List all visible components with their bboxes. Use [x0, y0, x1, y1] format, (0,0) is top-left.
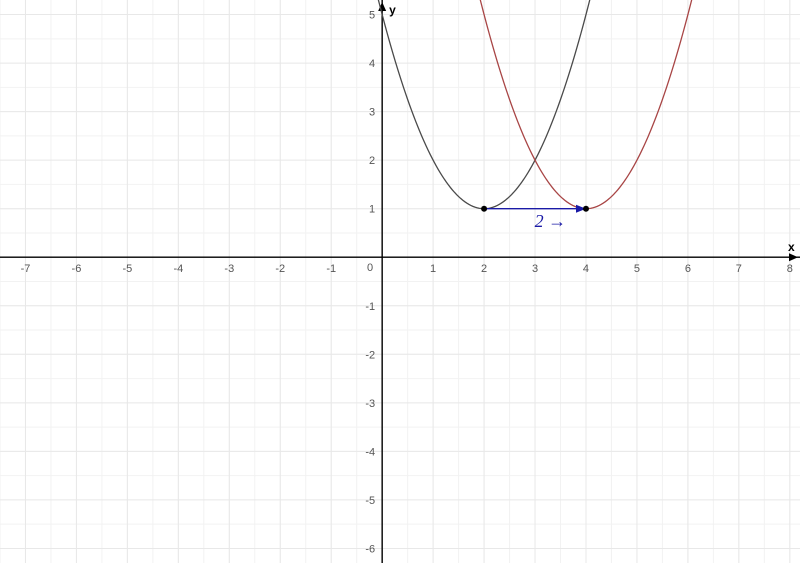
tick-label: -4 — [365, 446, 375, 458]
tick-label: -2 — [365, 349, 375, 361]
tick-label: 8 — [787, 263, 793, 275]
tick-label: 2 — [369, 155, 375, 167]
tick-label: 3 — [369, 107, 375, 119]
tick-label: 5 — [369, 10, 375, 22]
tick-label: -5 — [365, 495, 375, 507]
tick-label: 7 — [736, 263, 742, 275]
tick-label: 4 — [369, 58, 375, 70]
tick-label: 3 — [532, 263, 538, 275]
coordinate-plane-chart: -7 -6 -5 -4 -3 -2 -1 0 1 2 3 4 5 6 7 8 -6 -5 -4 -3 -2 -1 1 2 3 4 5… — [0, 0, 800, 563]
vertex-point — [583, 206, 589, 212]
tick-label: 0 — [367, 262, 373, 274]
y-axis-label: y — [389, 3, 396, 17]
shift-annotation: 2 → — [535, 211, 567, 231]
tick-label: -2 — [275, 263, 285, 275]
tick-label: 1 — [369, 204, 375, 216]
tick-label: 6 — [685, 263, 691, 275]
tick-label: 4 — [583, 263, 589, 275]
tick-label: -1 — [365, 301, 375, 313]
tick-label: -3 — [224, 263, 234, 275]
tick-label: -1 — [326, 263, 336, 275]
tick-label: -5 — [122, 263, 132, 275]
tick-label: -6 — [365, 543, 375, 555]
tick-label: 5 — [634, 263, 640, 275]
tick-label: 2 — [481, 263, 487, 275]
tick-label: -6 — [72, 263, 82, 275]
tick-label: -7 — [21, 263, 31, 275]
tick-label: -4 — [173, 263, 183, 275]
tick-label: 1 — [430, 263, 436, 275]
tick-label: -3 — [365, 398, 375, 410]
x-axis-label: x — [788, 240, 795, 254]
vertex-point — [481, 206, 487, 212]
